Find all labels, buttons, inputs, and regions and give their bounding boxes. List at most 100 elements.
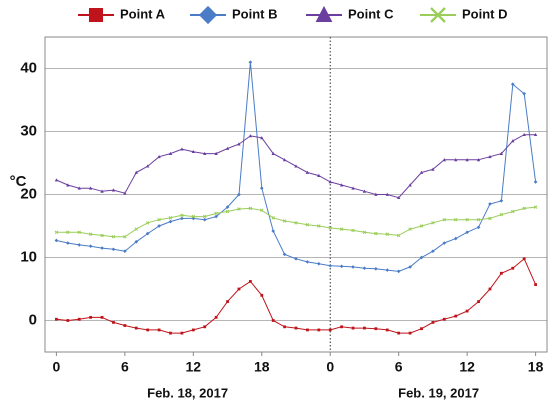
marker bbox=[202, 214, 207, 219]
y-tick-label: 0 bbox=[29, 311, 37, 328]
marker bbox=[282, 158, 287, 162]
marker bbox=[362, 230, 367, 235]
marker bbox=[408, 183, 412, 187]
marker bbox=[351, 186, 355, 190]
marker bbox=[294, 164, 298, 168]
marker bbox=[260, 293, 264, 297]
marker bbox=[339, 227, 344, 231]
marker bbox=[191, 149, 195, 154]
marker bbox=[533, 180, 538, 184]
marker bbox=[146, 328, 150, 332]
marker bbox=[66, 319, 70, 322]
marker bbox=[237, 287, 241, 291]
marker bbox=[431, 249, 435, 254]
marker bbox=[88, 186, 93, 190]
series-line bbox=[56, 257, 537, 334]
marker bbox=[260, 135, 264, 140]
marker bbox=[488, 216, 492, 221]
marker bbox=[191, 214, 196, 219]
marker bbox=[271, 151, 275, 155]
marker bbox=[363, 326, 366, 330]
marker bbox=[123, 234, 127, 239]
marker bbox=[339, 264, 344, 269]
marker bbox=[271, 229, 276, 233]
marker bbox=[55, 317, 58, 321]
marker bbox=[522, 206, 526, 211]
marker bbox=[522, 257, 526, 261]
marker bbox=[351, 265, 355, 269]
marker bbox=[453, 236, 458, 241]
marker bbox=[317, 328, 321, 332]
marker bbox=[408, 227, 412, 231]
marker bbox=[328, 226, 332, 230]
marker bbox=[134, 227, 139, 231]
marker bbox=[226, 300, 229, 303]
x-tick-label: 0 bbox=[326, 359, 334, 375]
marker bbox=[419, 224, 424, 228]
marker bbox=[168, 216, 173, 220]
marker bbox=[465, 217, 469, 222]
marker bbox=[396, 233, 401, 238]
marker bbox=[225, 205, 230, 209]
marker bbox=[123, 249, 127, 254]
marker bbox=[510, 82, 515, 87]
marker bbox=[191, 328, 195, 332]
marker bbox=[157, 224, 161, 228]
marker bbox=[305, 170, 310, 174]
y-tick-label: 30 bbox=[20, 122, 37, 139]
marker bbox=[499, 212, 504, 217]
marker bbox=[533, 132, 538, 137]
marker bbox=[248, 206, 253, 211]
date-label: Feb. 19, 2017 bbox=[398, 385, 479, 400]
marker bbox=[488, 154, 492, 159]
marker bbox=[88, 232, 93, 236]
marker bbox=[89, 8, 103, 22]
legend-label: Point A bbox=[120, 6, 166, 21]
marker bbox=[54, 230, 59, 235]
legend-label: Point D bbox=[462, 6, 508, 21]
marker bbox=[283, 325, 286, 329]
legend-label: Point C bbox=[348, 6, 394, 21]
marker bbox=[511, 266, 515, 270]
marker bbox=[362, 266, 367, 271]
plot-frame bbox=[44, 36, 548, 353]
x-tick-label: 6 bbox=[395, 359, 403, 375]
marker bbox=[499, 151, 504, 155]
marker bbox=[374, 192, 378, 196]
marker bbox=[237, 142, 241, 146]
x-tick-label: 18 bbox=[254, 359, 270, 375]
marker bbox=[66, 183, 70, 187]
marker bbox=[339, 183, 344, 187]
marker bbox=[282, 252, 287, 257]
marker bbox=[442, 317, 446, 321]
marker bbox=[340, 325, 344, 329]
marker bbox=[202, 217, 207, 222]
marker bbox=[476, 158, 481, 162]
marker bbox=[168, 151, 173, 155]
marker bbox=[271, 216, 275, 220]
marker bbox=[123, 191, 127, 195]
marker bbox=[317, 224, 321, 228]
marker bbox=[499, 271, 503, 275]
marker bbox=[248, 60, 253, 65]
marker bbox=[123, 324, 127, 327]
marker bbox=[214, 315, 218, 319]
marker bbox=[305, 260, 310, 264]
marker bbox=[88, 244, 93, 248]
series-line bbox=[56, 206, 536, 238]
marker bbox=[248, 280, 252, 283]
marker bbox=[77, 186, 81, 190]
marker bbox=[54, 178, 59, 182]
marker bbox=[100, 189, 104, 193]
marker bbox=[385, 268, 390, 272]
marker bbox=[294, 326, 298, 330]
marker bbox=[260, 208, 264, 213]
marker bbox=[454, 158, 458, 162]
marker bbox=[65, 241, 70, 245]
marker bbox=[374, 231, 378, 236]
marker bbox=[237, 192, 241, 197]
marker bbox=[453, 217, 458, 222]
marker bbox=[134, 326, 138, 330]
marker bbox=[168, 219, 173, 224]
marker bbox=[89, 315, 93, 319]
